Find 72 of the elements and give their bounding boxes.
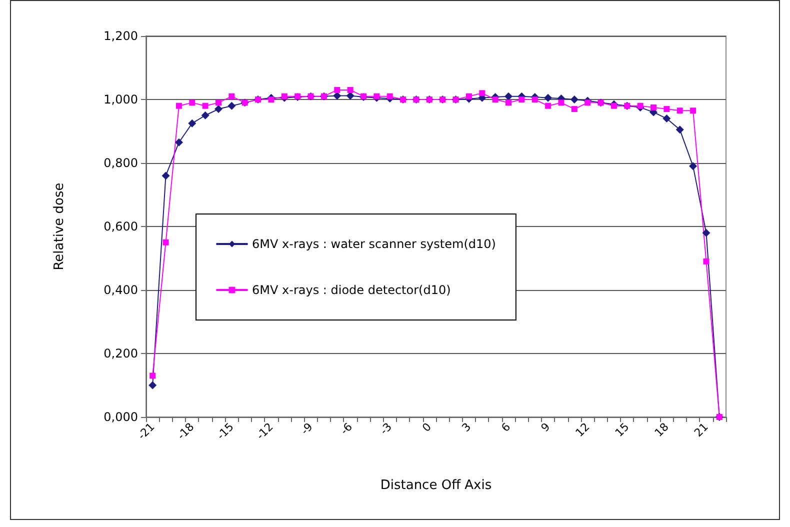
point bbox=[610, 102, 617, 109]
point bbox=[346, 92, 354, 100]
point bbox=[347, 86, 354, 93]
point bbox=[662, 114, 671, 123]
point bbox=[570, 96, 578, 104]
point bbox=[702, 228, 710, 237]
point bbox=[689, 162, 698, 170]
point bbox=[333, 92, 342, 100]
point bbox=[676, 126, 684, 134]
point bbox=[162, 239, 169, 246]
point bbox=[386, 93, 393, 100]
x-tick-label: 12 bbox=[573, 420, 592, 440]
x-tick-label: -3 bbox=[378, 420, 394, 438]
point bbox=[162, 172, 170, 180]
x-tick-label: 6 bbox=[498, 420, 514, 435]
point bbox=[664, 106, 670, 112]
point bbox=[571, 106, 578, 112]
point bbox=[374, 93, 380, 100]
point bbox=[150, 372, 156, 379]
point bbox=[189, 100, 196, 106]
x-tick-label: -12 bbox=[254, 420, 276, 442]
x-tick-label: 0 bbox=[420, 420, 434, 435]
point bbox=[584, 100, 591, 106]
point bbox=[268, 96, 274, 102]
point bbox=[690, 108, 696, 114]
point bbox=[174, 138, 183, 146]
point bbox=[545, 102, 552, 109]
point bbox=[492, 96, 498, 102]
x-tick-label: -21 bbox=[135, 420, 158, 442]
x-axis-title: Distance Off Axis bbox=[380, 478, 492, 493]
x-tick-label: -9 bbox=[298, 420, 316, 438]
point bbox=[202, 102, 208, 109]
legend-label: 6MV x-rays : water scanner system(d10) bbox=[252, 237, 496, 251]
point bbox=[216, 100, 222, 106]
point bbox=[214, 105, 222, 114]
point bbox=[228, 93, 235, 100]
y-tick-label: 1,000 bbox=[104, 92, 138, 106]
y-tick-label: 0,800 bbox=[104, 156, 138, 170]
point bbox=[650, 104, 656, 110]
point bbox=[228, 102, 236, 110]
point bbox=[281, 93, 288, 100]
x-tick-label: 21 bbox=[692, 420, 711, 440]
point bbox=[176, 102, 182, 109]
y-axis-title: Relative dose bbox=[52, 182, 67, 270]
y-tick-label: 1,200 bbox=[104, 29, 138, 43]
y-tick-label: 0,400 bbox=[104, 283, 138, 297]
y-tick-label: 0,000 bbox=[104, 410, 138, 424]
x-tick-label: 15 bbox=[612, 420, 632, 440]
point bbox=[558, 100, 564, 106]
point bbox=[201, 111, 210, 120]
point bbox=[518, 96, 525, 102]
x-tick-label: 9 bbox=[538, 420, 553, 435]
point bbox=[466, 93, 472, 100]
point bbox=[148, 381, 157, 390]
x-tick-label: -18 bbox=[174, 420, 197, 442]
point bbox=[479, 90, 486, 96]
point bbox=[532, 96, 538, 102]
point bbox=[188, 119, 196, 128]
y-tick-label: 0,600 bbox=[104, 220, 138, 234]
x-tick-label: 18 bbox=[652, 420, 672, 440]
x-tick-label: 3 bbox=[459, 420, 474, 435]
x-tick-label: -6 bbox=[338, 420, 355, 438]
point bbox=[544, 94, 552, 102]
x-tick-label: -15 bbox=[214, 420, 236, 442]
point bbox=[676, 108, 683, 114]
legend-label: 6MV x-rays : diode detector(d10) bbox=[252, 283, 451, 297]
point bbox=[703, 258, 710, 264]
point bbox=[334, 86, 340, 93]
y-tick-label: 0,200 bbox=[104, 346, 138, 360]
point bbox=[506, 100, 512, 106]
point bbox=[637, 102, 644, 109]
point bbox=[504, 92, 512, 100]
